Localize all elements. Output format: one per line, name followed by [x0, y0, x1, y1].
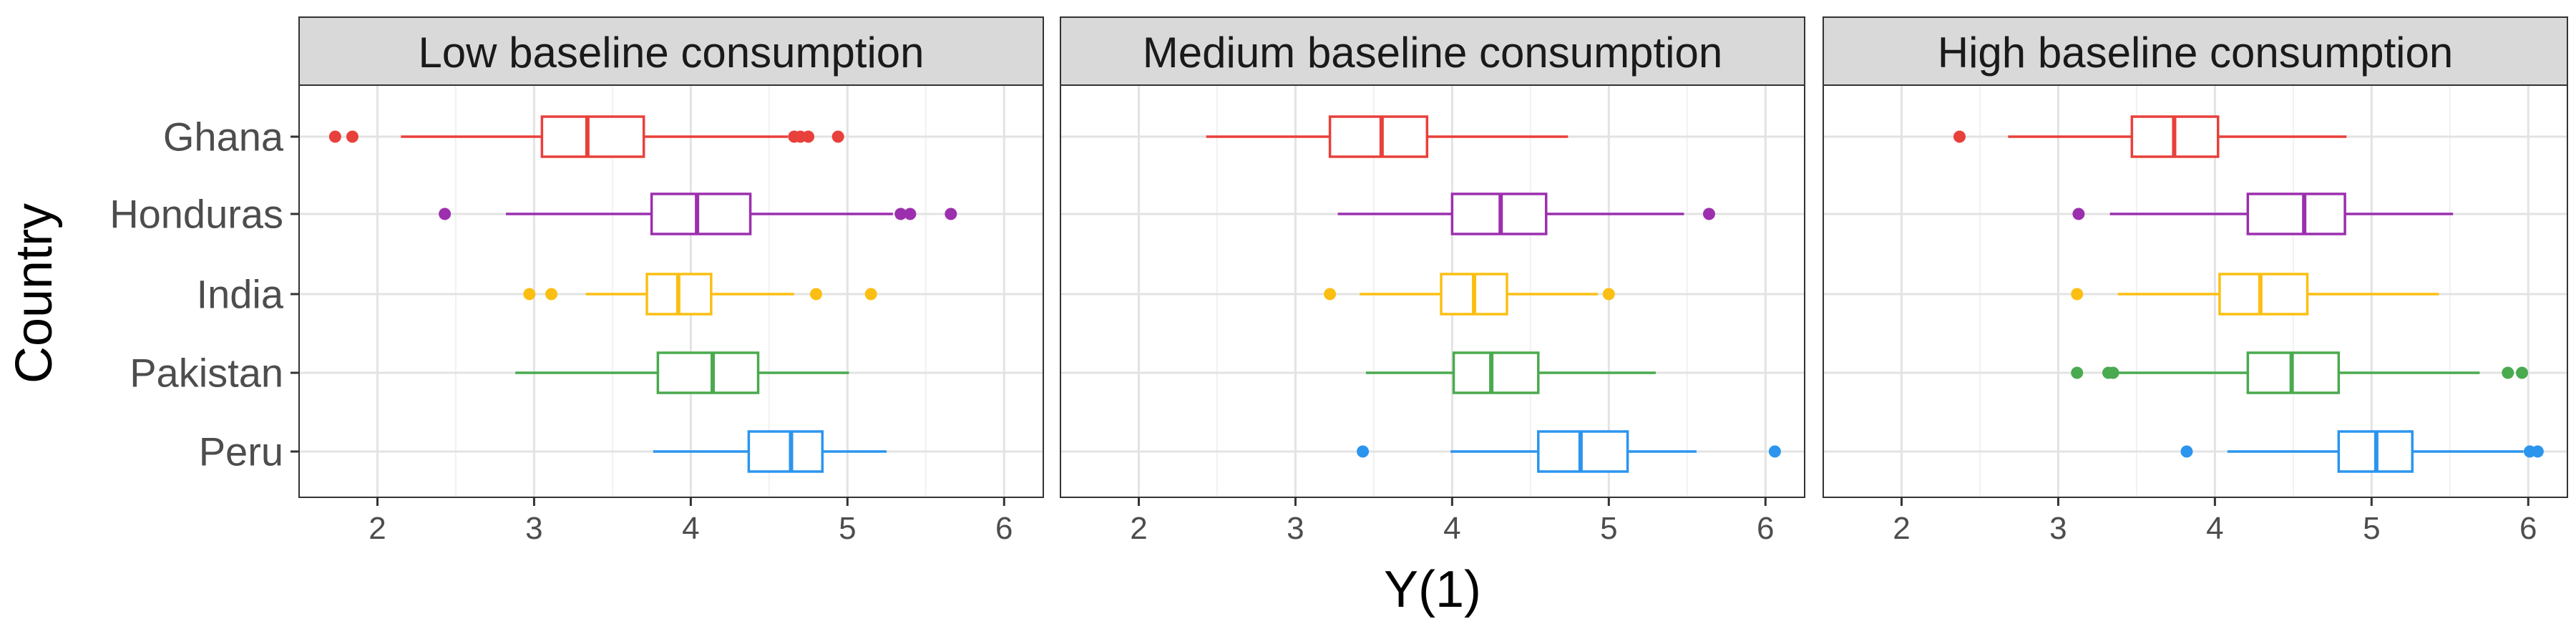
x-tick-label: 5 [839, 511, 856, 546]
x-tick-label: 4 [2206, 511, 2223, 546]
panel-x-axis-high: 2 3 4 5 6 [1893, 497, 2537, 546]
box-peru [2180, 430, 2544, 473]
panel-x-axis-low: 2 3 4 5 6 [369, 497, 1013, 546]
x-tick-label: 6 [1757, 511, 1774, 546]
panel-low: Low baseline consumption 2 3 4 5 6 [298, 16, 1044, 546]
panel-title-low: Low baseline consumption [418, 29, 924, 77]
y-axis-ticks [291, 135, 299, 453]
panel-boxes-high [1953, 115, 2544, 473]
outlier-point [2071, 288, 2084, 301]
outlier-point [2180, 445, 2193, 458]
outlier-point [1324, 288, 1337, 301]
box-pakistan [1365, 351, 1656, 394]
x-tick-label: 2 [1130, 511, 1147, 546]
outlier-point [439, 208, 452, 220]
x-tick-label: 4 [682, 511, 699, 546]
panel-title-medium: Medium baseline consumption [1143, 29, 1722, 77]
panel-high: High baseline consumption 2 3 4 5 6 [1823, 16, 2568, 546]
iqr-box [1328, 115, 1429, 158]
box-honduras [2072, 192, 2454, 235]
iqr-box [1452, 351, 1540, 394]
outlier-point [2516, 366, 2529, 379]
box-peru [653, 430, 887, 473]
panel-boxes-medium [1206, 115, 1781, 473]
y-axis-title: Country [6, 203, 63, 384]
panel-border-low [298, 84, 1044, 498]
iqr-box [650, 192, 752, 235]
box-peru [1357, 430, 1781, 473]
iqr-box [540, 115, 645, 158]
x-tick-label: 6 [2519, 511, 2537, 546]
outlier-point [810, 288, 823, 301]
outlier-point [2531, 445, 2544, 458]
panel-strip-high [1823, 16, 2568, 86]
y-tick-label: Pakistan [130, 351, 283, 396]
iqr-box [2246, 192, 2346, 235]
box-honduras [439, 192, 957, 235]
x-tick-label: 2 [1893, 511, 1910, 546]
y-axis: Ghana Honduras India Pakistan Peru [109, 114, 299, 474]
x-tick-label: 4 [1443, 511, 1460, 546]
panel-border-medium [1060, 84, 1805, 498]
x-tick-label: 5 [1600, 511, 1617, 546]
panel-medium: Medium baseline consumption 2 3 4 5 6 [1060, 16, 1805, 546]
outlier-point [831, 130, 844, 143]
x-tick-label: 3 [525, 511, 542, 546]
y-tick-label: Peru [199, 429, 283, 474]
panel-boxes-low [328, 115, 957, 473]
panel-strip-medium [1060, 16, 1805, 86]
iqr-box [2218, 273, 2309, 316]
iqr-box [747, 430, 824, 473]
y-tick-label: Ghana [163, 114, 284, 160]
outlier-point [1953, 130, 1966, 143]
outlier-point [802, 130, 815, 143]
box-ghana [1953, 115, 2347, 158]
outlier-point [894, 208, 907, 220]
panel-border-high [1823, 84, 2568, 498]
box-pakistan [515, 351, 849, 394]
outlier-point [1768, 445, 1781, 458]
x-tick-label: 3 [2049, 511, 2067, 546]
outlier-point [2107, 366, 2119, 379]
x-tick-label: 2 [369, 511, 386, 546]
outlier-point [545, 288, 558, 301]
outlier-point [2502, 366, 2514, 379]
box-honduras [1337, 192, 1715, 235]
x-tick-label: 5 [2363, 511, 2380, 546]
outlier-point [1702, 208, 1715, 220]
outlier-point [2071, 366, 2084, 379]
outlier-point [1357, 445, 1370, 458]
outlier-point [945, 208, 957, 220]
box-ghana [328, 115, 844, 158]
box-india [1324, 273, 1615, 316]
outlier-point [2072, 208, 2085, 220]
x-tick-label: 3 [1287, 511, 1304, 546]
outlier-point [1602, 288, 1615, 301]
y-tick-label: Honduras [109, 192, 283, 237]
panel-strip-low [298, 16, 1044, 86]
outlier-point [346, 130, 358, 143]
box-ghana [1206, 115, 1568, 158]
iqr-box [656, 351, 760, 394]
panel-plot-area-medium [1060, 85, 1805, 497]
outlier-point [864, 288, 877, 301]
panel-title-high: High baseline consumption [1938, 29, 2453, 77]
iqr-box [1537, 430, 1629, 473]
x-axis-title: Y(1) [1384, 561, 1481, 618]
outlier-point [904, 208, 917, 220]
outlier-point [328, 130, 341, 143]
y-tick-label: India [197, 272, 284, 317]
box-india [523, 273, 877, 316]
outlier-point [523, 288, 536, 301]
box-pakistan [2071, 351, 2529, 394]
box-india [2071, 273, 2439, 316]
panel-x-axis-medium: 2 3 4 5 6 [1130, 497, 1775, 546]
x-tick-label: 6 [995, 511, 1013, 546]
